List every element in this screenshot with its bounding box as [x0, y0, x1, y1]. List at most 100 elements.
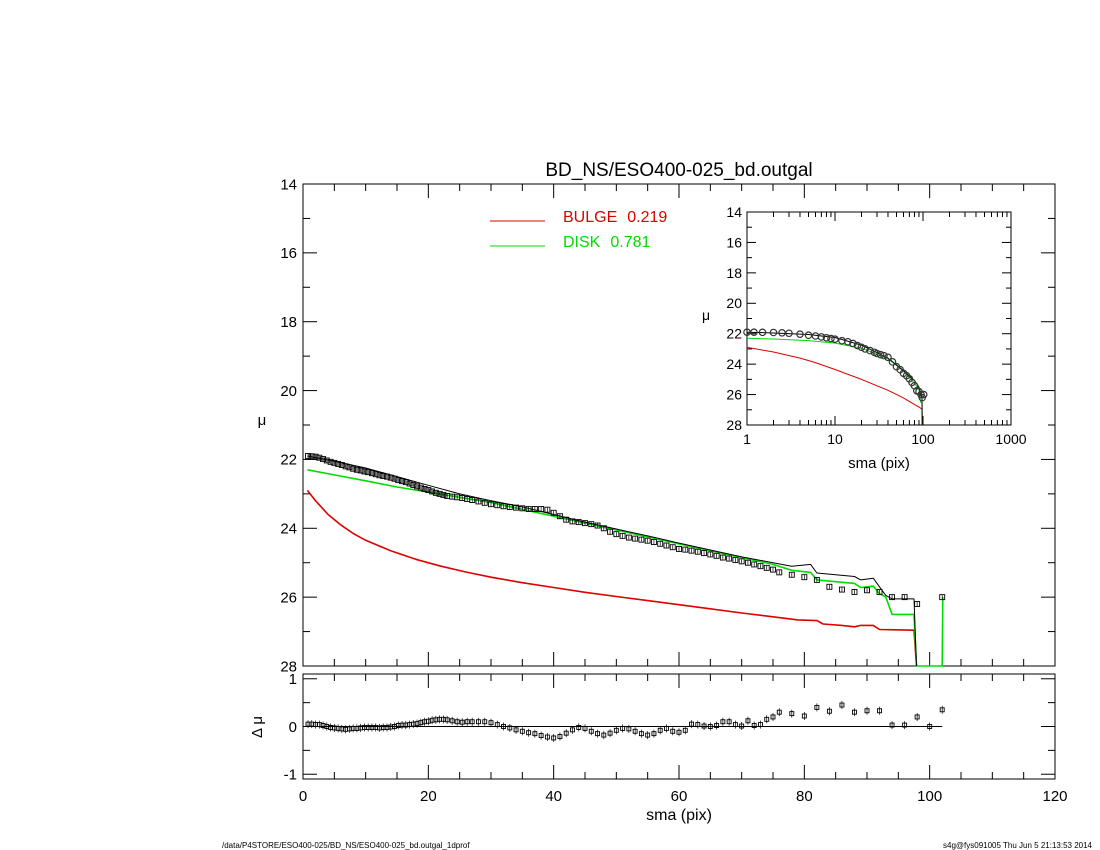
inset-panel: μ sma (pix) 1 10 100 1000 14 16 18 20 22 24 26 28 [702, 204, 1027, 472]
y-tick-label: 24 [726, 356, 742, 372]
residual-point [526, 730, 532, 736]
residual-point [538, 733, 544, 739]
main-data-point [391, 475, 398, 482]
y-tick-label: 14 [280, 176, 297, 193]
main-disk-line [307, 469, 944, 667]
main-data-point [682, 546, 689, 553]
main-data-point [632, 535, 639, 542]
main-data-point [417, 484, 424, 491]
main-data-point [556, 513, 563, 520]
y-tick-label: 18 [726, 265, 742, 281]
residual-point [701, 723, 707, 729]
residual-point [595, 731, 600, 737]
main-data-point [914, 601, 921, 607]
residual-point [482, 719, 488, 725]
inset-series-group [743, 328, 928, 426]
y-tick-label: 18 [280, 314, 297, 331]
residual-point [764, 716, 770, 722]
main-data-point [440, 491, 447, 498]
main-data-point [513, 504, 520, 511]
residual-point [476, 719, 481, 725]
inset-data-point [876, 350, 885, 359]
residual-point [839, 702, 845, 708]
main-data-point [331, 459, 338, 466]
residual-point [789, 711, 795, 717]
main-data-point [335, 460, 342, 467]
inset-bulge-line [746, 346, 923, 426]
residual-series-group [305, 701, 945, 742]
main-data-point [399, 478, 405, 485]
y-tick-label: 1 [289, 671, 297, 688]
main-data-point [429, 488, 436, 495]
residual-point [826, 708, 832, 714]
inset-data-point [827, 334, 835, 343]
residual-point [877, 708, 882, 714]
y-tick-label: 14 [726, 204, 742, 220]
residual-point [939, 707, 945, 713]
main-legend: BULGE 0.219 DISK 0.781 [490, 209, 667, 251]
x-tick-label: 1000 [995, 431, 1026, 447]
inset-data-point [888, 358, 897, 366]
x-tick-label: 20 [420, 788, 437, 805]
inset-data-point [919, 390, 928, 399]
main-data-point [776, 569, 783, 576]
residual-point [519, 728, 525, 734]
residual-point [626, 726, 632, 732]
x-tick-label: 10 [827, 431, 843, 447]
main-data-point [801, 574, 808, 581]
main-data-point [436, 490, 443, 497]
main-data-point [864, 587, 870, 594]
y-tick-label: 0 [289, 719, 297, 736]
main-model-line [307, 455, 917, 667]
main-data-point [876, 589, 883, 595]
residual-point [632, 728, 638, 734]
main-data-point [638, 536, 645, 543]
residual-point [695, 722, 701, 728]
residual-point [758, 722, 763, 728]
residual-point [889, 722, 895, 728]
inset-data-point [853, 341, 862, 350]
main-data-point [644, 537, 651, 544]
main-data-point [372, 471, 379, 478]
y-tick-label: 16 [280, 245, 297, 262]
inset-data-point [873, 349, 881, 358]
main-data-point [308, 453, 315, 460]
main-data-point [432, 489, 439, 496]
main-data-point [395, 477, 402, 484]
x-tick-label: 0 [299, 788, 307, 805]
residual-point [801, 713, 807, 719]
residual-point [501, 724, 506, 729]
main-data-point [851, 589, 858, 595]
main-data-point [342, 463, 349, 470]
main-data-point [688, 547, 695, 554]
residual-point [444, 717, 450, 723]
residual-point [459, 719, 465, 725]
inset-data-point [758, 328, 767, 337]
residual-point [657, 727, 663, 733]
x-tick-label: 60 [671, 788, 688, 805]
main-data-point [469, 497, 476, 504]
main-data-point [838, 586, 845, 593]
main-data-point [813, 576, 820, 583]
residual-point [613, 727, 619, 733]
main-data-point [346, 464, 353, 471]
y-tick-label: 28 [726, 417, 742, 433]
main-data-point [481, 499, 488, 506]
main-y-axis-label: μ [258, 412, 267, 429]
residual-point [449, 718, 455, 724]
residual-point [551, 735, 557, 741]
main-bulge-line [306, 489, 918, 667]
x-tick-label: 1 [743, 431, 751, 447]
main-data-point [414, 483, 421, 490]
residual-point [902, 722, 908, 728]
main-data-point [316, 454, 323, 461]
main-data-point [826, 583, 833, 590]
residual-point [582, 725, 588, 731]
residual-point [670, 728, 676, 734]
y-tick-label: 22 [280, 452, 297, 469]
residual-point [607, 730, 613, 736]
y-tick-label: 20 [726, 295, 742, 311]
main-data-point [323, 457, 330, 464]
main-data-point [600, 525, 607, 532]
residual-point [676, 729, 682, 735]
